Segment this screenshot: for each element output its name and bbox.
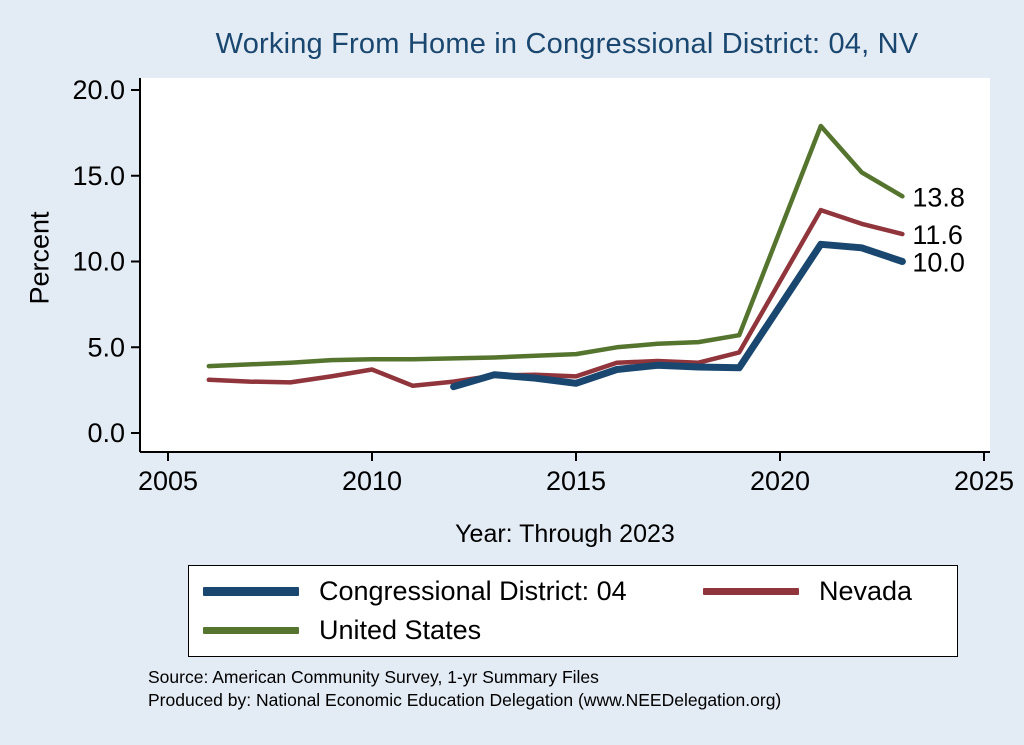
y-tick-label: 5.0 [87, 332, 125, 362]
x-axis-title: Year: Through 2023 [455, 520, 675, 548]
series-line-united-states [206, 123, 905, 369]
y-tick-label: 15.0 [72, 161, 125, 191]
chart-title: Working From Home in Congressional Distr… [215, 28, 919, 60]
produced-by-line: Produced by: National Economic Education… [148, 690, 782, 710]
series-line-congressional-district-04 [450, 240, 906, 391]
x-tick-label: 2025 [954, 466, 1014, 496]
x-tick-label: 2010 [342, 466, 402, 496]
end-value-label: 13.8 [912, 182, 965, 212]
y-tick-label: 0.0 [87, 418, 125, 448]
y-tick-label: 20.0 [72, 75, 125, 105]
plot-background [140, 78, 990, 452]
end-value-label: 11.6 [912, 220, 963, 250]
end-value-label: 10.0 [912, 248, 965, 278]
x-tick-label: 2015 [546, 466, 606, 496]
x-tick-label: 2020 [750, 466, 810, 496]
legend-entry-nevada: Nevada [703, 576, 943, 607]
source-line: Source: American Community Survey, 1-yr … [148, 667, 599, 687]
legend: Congressional District: 04 Nevada United… [188, 565, 958, 657]
legend-entry-cd04: Congressional District: 04 [203, 576, 703, 607]
legend-label-cd04: Congressional District: 04 [319, 576, 627, 606]
y-axis-title: Percent [24, 211, 55, 305]
y-tick-label: 10.0 [72, 247, 125, 277]
legend-label-us: United States [319, 615, 482, 645]
legend-swatch-nevada [703, 588, 799, 595]
legend-label-nevada: Nevada [819, 576, 913, 606]
x-tick-label: 2005 [138, 466, 198, 496]
source-notes: Source: American Community Survey, 1-yr … [148, 666, 781, 712]
legend-entry-us: United States [203, 615, 703, 646]
legend-swatch-cd04 [203, 587, 299, 596]
legend-swatch-us [203, 627, 299, 634]
